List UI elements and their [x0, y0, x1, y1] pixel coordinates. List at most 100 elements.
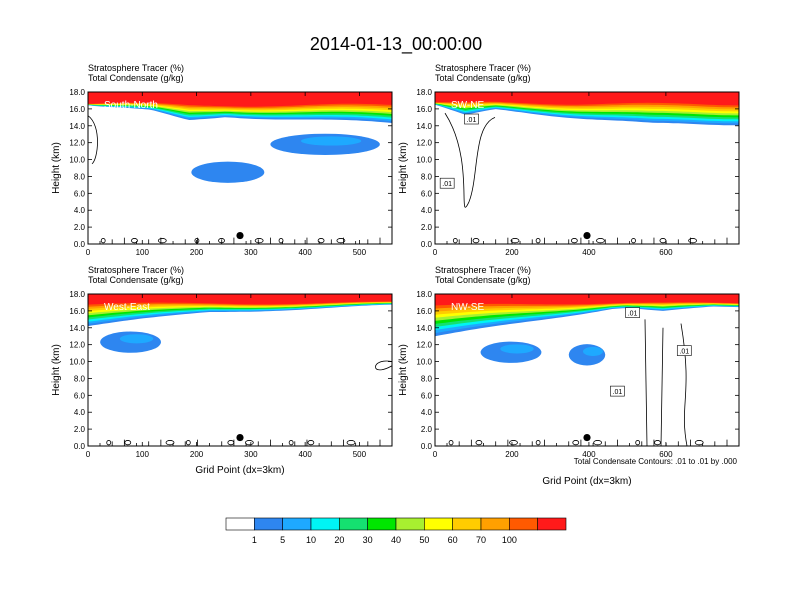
y-tick-label: 4.0 [421, 206, 433, 215]
surface-ticks [99, 439, 381, 446]
y-tick-label: 12.0 [416, 341, 432, 350]
surface-ticks [446, 237, 728, 244]
surface-contour [124, 440, 132, 446]
y-tick-label: 4.0 [74, 408, 86, 417]
y-tick-label: 18.0 [69, 290, 85, 299]
y-axis: 0.0 2.0 4.0 6.0 8.0 10.0 12.0 14.0 16.0 18.0 [416, 290, 739, 451]
tracer-patch-core-1 [500, 344, 534, 354]
y-axis: 0.0 2.0 4.0 6.0 8.0 10.0 12.0 14.0 16.0 18.0 [416, 88, 739, 249]
x-axis: 0 100 200 300 400 500 [86, 294, 367, 459]
contour-line-1 [88, 115, 98, 165]
panel-header-condensate: Total Condensate (g/kg) [88, 73, 184, 83]
y-tick-label: 16.0 [69, 307, 85, 316]
surface-contour [131, 238, 138, 244]
plot-area [88, 294, 392, 446]
contour-label: .01 [467, 117, 477, 124]
surface-contour [288, 440, 294, 446]
y-tick-label: 12.0 [69, 139, 85, 148]
y-tick-label: 4.0 [421, 408, 433, 417]
surface-contour [278, 238, 284, 244]
location-marker [236, 433, 244, 442]
surface-contour [572, 440, 580, 446]
y-axis-label: Height (km) [398, 344, 409, 396]
panel-label: West-East [104, 302, 150, 313]
contour-label: .01 [613, 389, 623, 396]
y-tick-label: 18.0 [416, 290, 432, 299]
surface-contour [346, 440, 356, 446]
x-axis-label: Grid Point (dx=3km) [542, 476, 631, 487]
panel-2: Stratosphere Tracer (%)Total Condensate … [398, 63, 740, 257]
contour-label-box [625, 307, 640, 318]
x-tick-label: 200 [505, 450, 519, 459]
plot-frame [434, 293, 740, 447]
plot-frame [87, 293, 393, 447]
colorbar-swatch [480, 517, 510, 531]
plot-frame [87, 91, 393, 245]
surface-contour [452, 238, 458, 244]
surface-contour [472, 238, 480, 244]
y-tick-label: 2.0 [421, 223, 433, 232]
y-tick-label: 8.0 [421, 374, 433, 383]
panel-4: Stratosphere Tracer (%)Total Condensate … [398, 265, 740, 487]
y-tick-label: 2.0 [74, 425, 86, 434]
y-tick-label: 0.0 [421, 442, 433, 451]
x-tick-label: 0 [86, 248, 91, 257]
colorbar-swatch [310, 517, 340, 531]
contour-line-1 [375, 360, 392, 371]
y-tick-label: 8.0 [74, 172, 86, 181]
y-tick-label: 14.0 [416, 122, 432, 131]
contour-label-box [610, 385, 625, 397]
x-tick-label: 500 [353, 248, 367, 257]
tracer-patch-core-2 [301, 136, 362, 146]
y-tick-label: 14.0 [416, 324, 432, 333]
x-tick-label: 600 [659, 450, 673, 459]
panel-header-tracer: Stratosphere Tracer (%) [88, 63, 184, 73]
surface-contour [244, 440, 254, 446]
surface-contour [535, 440, 541, 446]
contour-label-box [464, 113, 479, 125]
y-tick-label: 2.0 [74, 223, 86, 232]
x-axis: 0 100 200 300 400 500 [86, 92, 367, 257]
y-tick-label: 0.0 [74, 442, 86, 451]
colorbar-label: 60 [448, 535, 458, 545]
panel-header-condensate: Total Condensate (g/kg) [88, 275, 184, 285]
y-axis-label: Height (km) [51, 344, 62, 396]
surface-contour [448, 440, 454, 446]
y-tick-label: 10.0 [416, 156, 432, 165]
panel-1: Stratosphere Tracer (%)Total Condensate … [51, 63, 393, 257]
condensate-contours [448, 319, 704, 446]
colorbar-swatch [254, 517, 283, 531]
y-tick-label: 2.0 [421, 425, 433, 434]
tracer-band-top [435, 294, 739, 300]
y-tick-label: 18.0 [69, 88, 85, 97]
colorbar-label: 100 [502, 535, 517, 545]
y-tick-label: 12.0 [416, 139, 432, 148]
y-axis-label: Height (km) [51, 142, 62, 194]
y-tick-label: 0.0 [421, 240, 433, 249]
surface-contour [509, 440, 518, 446]
tracer-band-top [435, 92, 739, 98]
surface-contour [185, 440, 191, 446]
surface-contour [635, 440, 641, 446]
y-axis: 0.0 2.0 4.0 6.0 8.0 10.0 12.0 14.0 16.0 18.0 [69, 290, 392, 451]
x-axis-label: Grid Point (dx=3km) [195, 465, 284, 476]
y-tick-label: 10.0 [69, 156, 85, 165]
surface-contour [157, 238, 167, 244]
y-tick-label: 8.0 [421, 172, 433, 181]
x-axis: 0 200 400 600 [433, 92, 673, 257]
surface-ticks [446, 439, 728, 446]
y-tick-label: 6.0 [421, 189, 433, 198]
y-tick-label: 6.0 [74, 189, 86, 198]
x-tick-label: 200 [190, 248, 204, 257]
colorbar-swatch [395, 517, 425, 531]
contour-label: .01 [679, 349, 689, 356]
location-marker [236, 231, 244, 240]
panel-3: Stratosphere Tracer (%)Total Condensate … [51, 265, 393, 476]
y-tick-label: 14.0 [69, 324, 85, 333]
contour-label-box [676, 345, 692, 356]
y-tick-label: 10.0 [69, 358, 85, 367]
colorbar-swatch [282, 517, 312, 531]
tracer-band-top [88, 294, 392, 300]
colorbar-label: 1 [252, 535, 257, 545]
plot-area: .01 .01 .01 [435, 294, 739, 446]
